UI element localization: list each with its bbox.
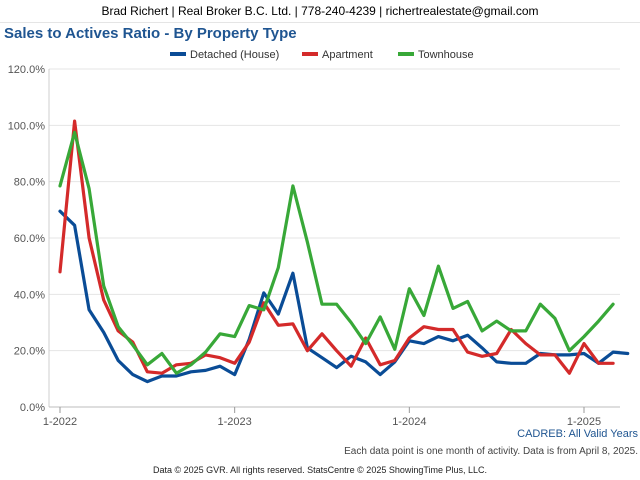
series-line-apartment	[58, 119, 615, 375]
y-tick-label: 0.0%	[20, 402, 45, 414]
y-tick-label: 60.0%	[14, 233, 45, 245]
series-line-townhouse	[58, 130, 615, 375]
legend-item-label: Detached (House)	[190, 49, 279, 61]
y-tick-label: 80.0%	[14, 177, 45, 189]
chart-series	[58, 119, 630, 384]
x-tick-label: 1-2023	[218, 416, 252, 428]
y-tick-label: 40.0%	[14, 289, 45, 301]
series-line-detached-house	[58, 209, 630, 384]
y-tick-label: 100.0%	[8, 120, 46, 132]
y-tick-label: 20.0%	[14, 346, 45, 358]
chart-title: Sales to Actives Ratio - By Property Typ…	[4, 25, 297, 42]
x-tick-label: 1-2022	[43, 416, 77, 428]
data-note: Each data point is one month of activity…	[344, 446, 638, 457]
x-tick-label: 1-2024	[392, 416, 426, 428]
chart-legend: Detached (House) Apartment Townhouse	[170, 49, 474, 61]
legend-item-label: Townhouse	[418, 49, 474, 61]
x-axis: 1-2022 1-2023 1-2024 1-2025	[43, 407, 601, 428]
copyright-notice: Data © 2025 GVR. All rights reserved. St…	[152, 465, 488, 475]
agent-contact-header: Brad Richert | Real Broker B.C. Ltd. | 7…	[0, 0, 640, 23]
x-tick-label: 1-2025	[567, 416, 601, 428]
y-tick-label: 120.0%	[8, 64, 46, 76]
legend-item-label: Apartment	[322, 49, 373, 61]
y-axis: 0.0% 20.0% 40.0% 60.0% 80.0% 100.0% 120.0%	[8, 64, 46, 414]
data-source-label: CADREB: All Valid Years	[517, 428, 638, 440]
